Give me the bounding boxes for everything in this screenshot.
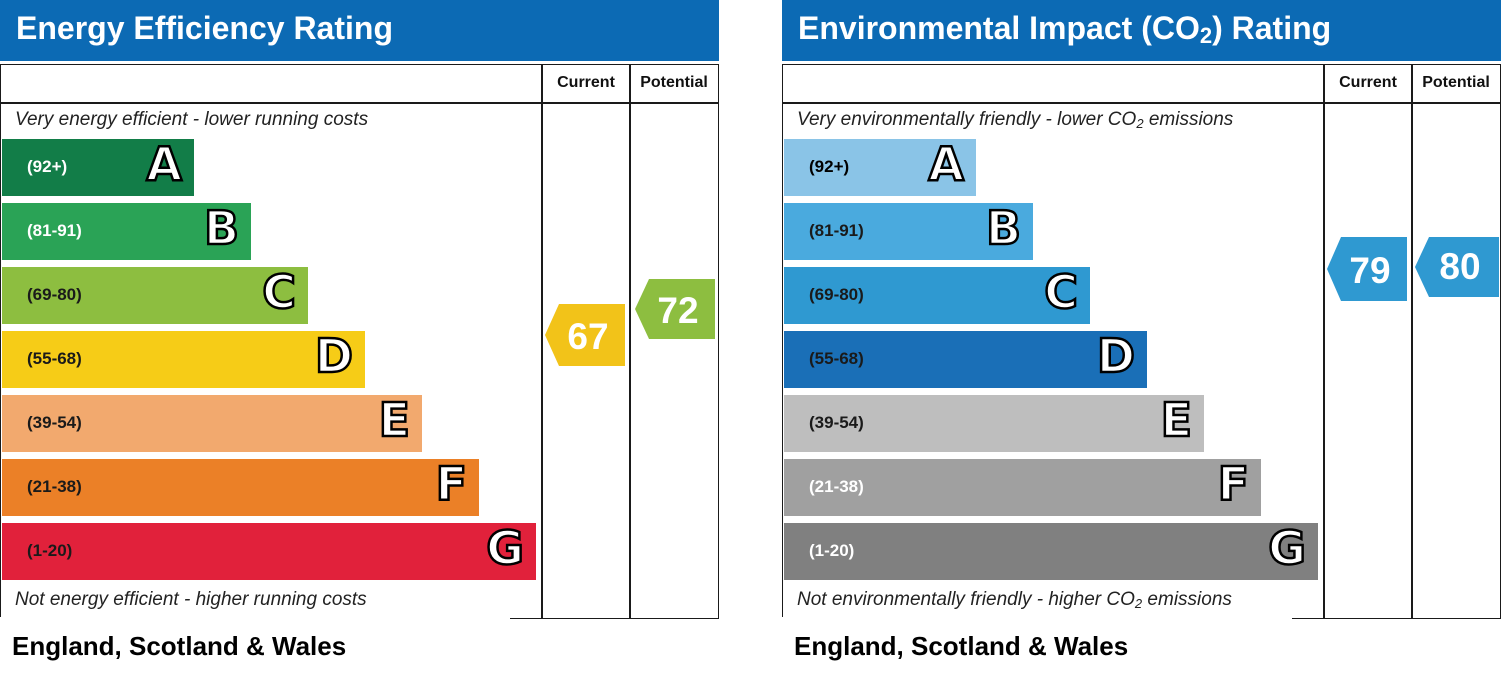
band-letter: E [1159, 392, 1193, 449]
band-letter: B [985, 200, 1023, 257]
current-arrow-shape [1327, 237, 1407, 301]
band-letter: E [377, 392, 411, 449]
energy-efficiency-chart: Energy Efficiency Rating Current Potenti… [0, 0, 719, 675]
rating-band-a: (92+) A [2, 136, 194, 196]
chart-title: Environmental Impact (CO2) Rating [798, 10, 1332, 48]
top-caption: Very energy efficient - lower running co… [15, 109, 369, 130]
current-rating-value: 67 [567, 316, 608, 357]
region-footer: England, Scotland & Wales [782, 617, 1292, 675]
rating-band-e: (39-54) E [2, 392, 422, 452]
band-range-label: (1-20) [27, 541, 73, 560]
potential-arrow-shape [1415, 237, 1499, 297]
chart-title: Energy Efficiency Rating [16, 10, 393, 46]
rating-band-b: (81-91) B [784, 200, 1033, 260]
rating-band-f: (21-38) F [784, 456, 1261, 516]
band-letter: D [314, 328, 355, 385]
top-caption: Very environmentally friendly - lower CO… [797, 109, 1234, 131]
band-range-label: (69-80) [809, 285, 864, 304]
region-footer: England, Scotland & Wales [0, 617, 510, 675]
environmental-impact-chart: Environmental Impact (CO2) Rating Curren… [782, 0, 1501, 675]
potential-rating-arrow: 72 [635, 279, 715, 339]
header-divider [0, 102, 719, 104]
band-range-label: (55-68) [809, 349, 864, 368]
band-letter: C [261, 264, 297, 321]
band-range-label: (21-38) [27, 477, 82, 496]
potential-arrow-shape [635, 279, 715, 339]
current-arrow-shape [545, 304, 625, 366]
band-range-label: (21-38) [809, 477, 864, 496]
band-range-label: (81-91) [27, 221, 82, 240]
current-rating-arrow: 79 [1327, 237, 1407, 301]
potential-column-header: Potential [1422, 74, 1490, 91]
rating-band-c: (69-80) C [2, 264, 308, 324]
band-letter: B [203, 200, 241, 257]
potential-rating-value: 80 [1439, 246, 1480, 287]
bottom-caption: Not energy efficient - higher running co… [15, 589, 367, 610]
chart-header: Environmental Impact (CO2) Rating [782, 0, 1501, 61]
chart-header: Energy Efficiency Rating [0, 0, 719, 61]
current-column-header: Current [1339, 74, 1397, 91]
band-letter: A [145, 136, 183, 193]
bottom-caption: Not environmentally friendly - higher CO… [797, 589, 1232, 611]
band-letter: D [1096, 328, 1137, 385]
current-column-divider [1323, 64, 1325, 619]
rating-band-d: (55-68) D [784, 328, 1147, 388]
band-letter: G [485, 520, 525, 577]
current-rating-value: 79 [1349, 250, 1390, 291]
rating-band-g: (1-20) G [2, 520, 536, 580]
rating-band-c: (69-80) C [784, 264, 1090, 324]
potential-rating-arrow: 80 [1415, 237, 1499, 297]
region-label: England, Scotland & Wales [794, 631, 1129, 661]
potential-column-divider [1411, 64, 1413, 619]
potential-column-header: Potential [640, 74, 708, 91]
band-range-label: (92+) [27, 157, 68, 176]
band-letter: C [1043, 264, 1079, 321]
current-column-header: Current [557, 74, 615, 91]
rating-band-b: (81-91) B [2, 200, 251, 260]
band-range-label: (81-91) [809, 221, 864, 240]
band-range-label: (1-20) [809, 541, 855, 560]
rating-band-f: (21-38) F [2, 456, 479, 516]
band-letter: F [434, 456, 468, 513]
rating-band-g: (1-20) G [784, 520, 1318, 580]
header-divider [782, 102, 1501, 104]
band-letter: G [1267, 520, 1307, 577]
rating-band-e: (39-54) E [784, 392, 1204, 452]
rating-band-d: (55-68) D [2, 328, 365, 388]
band-range-label: (69-80) [27, 285, 82, 304]
potential-rating-value: 72 [657, 290, 698, 331]
current-rating-arrow: 67 [545, 304, 625, 366]
region-label: England, Scotland & Wales [12, 631, 347, 661]
current-column-divider [541, 64, 543, 619]
band-range-label: (39-54) [809, 413, 864, 432]
band-range-label: (55-68) [27, 349, 82, 368]
band-range-label: (92+) [809, 157, 850, 176]
potential-column-divider [629, 64, 631, 619]
band-letter: A [927, 136, 965, 193]
band-letter: F [1216, 456, 1250, 513]
band-range-label: (39-54) [27, 413, 82, 432]
rating-band-a: (92+) A [784, 136, 976, 196]
